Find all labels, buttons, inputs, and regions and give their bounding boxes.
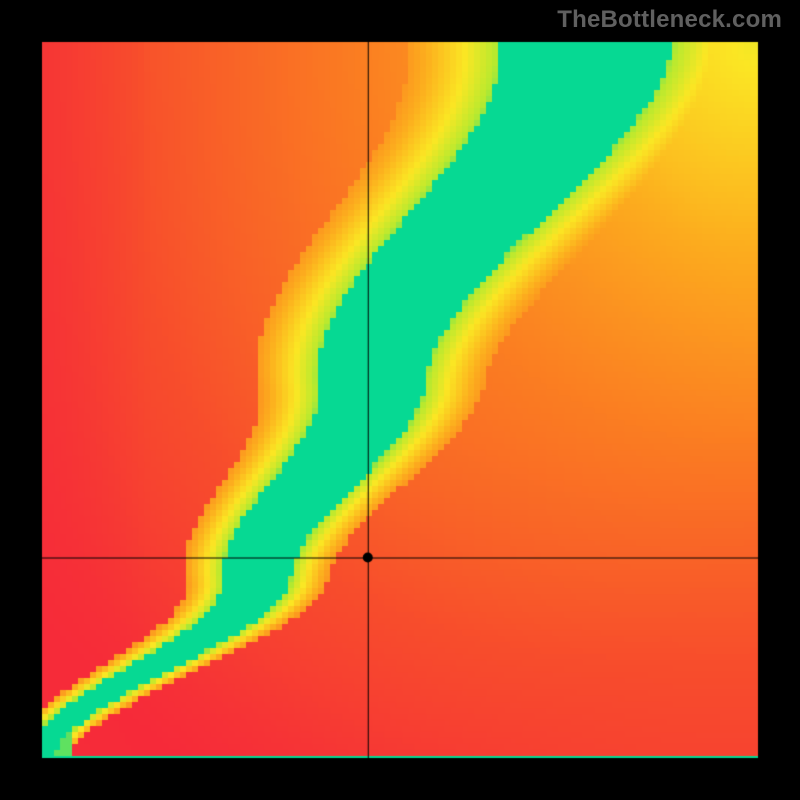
watermark-text: TheBottleneck.com xyxy=(557,6,782,34)
heatmap-canvas xyxy=(0,0,800,800)
chart-container: TheBottleneck.com xyxy=(0,0,800,800)
